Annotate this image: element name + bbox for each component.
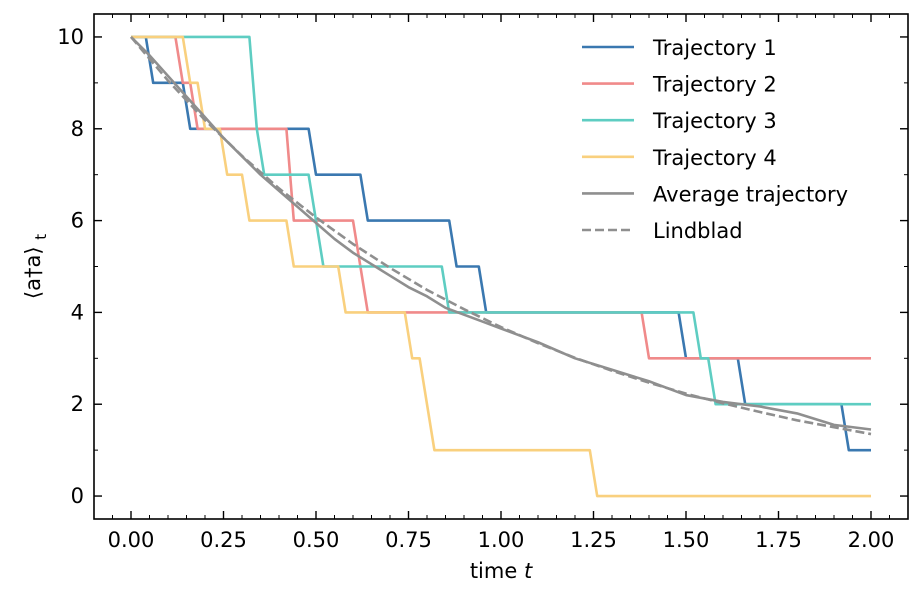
y-tick-label: 2 [71,392,84,416]
series-line-6 [130,36,872,436]
plot-lines [130,35,872,498]
y-tick-label: 0 [71,484,84,508]
y-axis-label: ⟨a†a⟩ t [21,234,50,299]
series-line-1 [131,35,871,452]
legend: Trajectory 1 Trajectory 2 Trajectory 3 Traj… [582,36,848,243]
legend-label-6: Lindblad [653,219,743,243]
x-tick-label: 0.50 [293,528,340,552]
y-tick-label: 8 [71,117,84,141]
legend-label-5: Average trajectory [653,182,848,206]
legend-label-2: Trajectory 2 [652,73,777,97]
x-tick-label: 1.75 [755,528,802,552]
plot-frame [93,13,909,520]
x-tick-label: 2.00 [848,528,895,552]
x-tick-label: 0.00 [108,528,155,552]
y-axis-label-sub: t [32,234,50,240]
x-tick-label: 0.25 [200,528,247,552]
series-line-4 [131,35,871,498]
legend-label-3: Trajectory 3 [652,109,777,133]
x-axis-label: time t [470,559,533,583]
tick-labels: 0.00 0.25 0.50 0.75 1.00 1.25 1.50 1.75 2.00 0 2 4 6… [57,25,894,552]
x-tick-label: 1.00 [478,528,525,552]
x-tick-label: 1.50 [663,528,710,552]
y-tick-label: 6 [71,209,84,233]
y-axis-label-text: ⟨a†a⟩ [21,246,45,299]
legend-label-1: Trajectory 1 [652,36,777,60]
x-tick-label: 0.75 [385,528,432,552]
series-line-3 [131,35,871,406]
x-tick-label: 1.25 [570,528,617,552]
y-tick-label: 10 [57,25,84,49]
x-axis-label-var: t [524,559,533,583]
ticks [94,14,908,519]
x-axis-label-text: time [470,559,517,583]
y-tick-label: 4 [71,300,84,324]
legend-label-4: Trajectory 4 [652,146,777,170]
